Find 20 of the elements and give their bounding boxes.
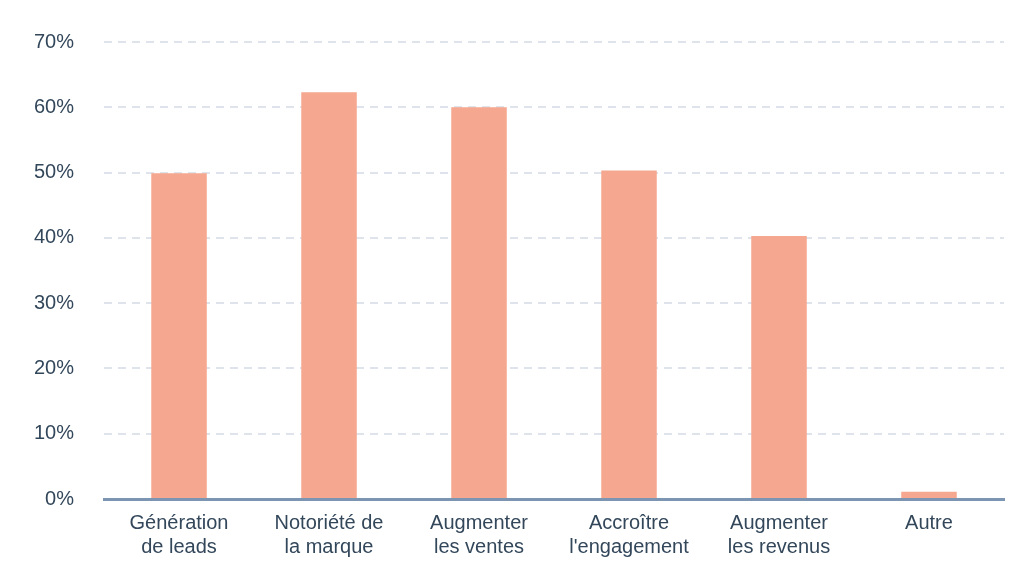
y-tick-label: 70%	[34, 29, 75, 52]
y-tick-label: 40%	[34, 225, 75, 248]
x-tick-label: Augmenter les revenus	[727, 510, 831, 557]
y-tick-label: 30%	[34, 290, 75, 313]
y-tick-label: 10%	[34, 421, 75, 444]
y-tick-label: 60%	[34, 94, 75, 117]
y-tick-label: 20%	[34, 355, 75, 378]
bar	[601, 170, 657, 498]
bar	[751, 235, 807, 498]
x-tick-label: Génération de leads	[129, 510, 229, 557]
x-tick-label: Accroître l'engagement	[569, 510, 690, 557]
bar	[901, 491, 957, 498]
x-tick-label: Autre	[905, 510, 953, 533]
y-tick-label: 0%	[45, 486, 75, 509]
x-tick-label: Notoriété de la marque	[274, 510, 384, 557]
x-tick-label: Augmenter les ventes	[430, 510, 529, 557]
bar	[451, 107, 507, 498]
y-tick-label: 50%	[34, 160, 75, 183]
bar	[151, 173, 207, 498]
bar	[301, 92, 357, 498]
